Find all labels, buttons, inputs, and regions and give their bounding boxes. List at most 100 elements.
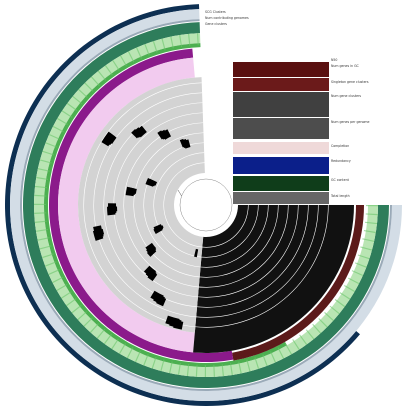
tick (238, 361, 242, 374)
tick (104, 65, 113, 76)
cluster-block (143, 265, 157, 278)
tick (262, 354, 268, 367)
tick (61, 291, 72, 299)
tick (143, 353, 149, 366)
tick (126, 347, 134, 359)
tick (37, 237, 50, 241)
layer-label: Singleton gene clusters (331, 80, 369, 84)
tick (348, 277, 360, 285)
layer-bar (233, 157, 329, 174)
layer-bar (233, 142, 329, 154)
tick (357, 254, 370, 260)
tick (57, 117, 68, 125)
tick (84, 82, 94, 92)
layer-bar (233, 78, 329, 91)
tick (34, 203, 47, 205)
tick (134, 350, 141, 363)
tick (170, 36, 174, 49)
tick (305, 329, 315, 340)
tick (360, 246, 373, 251)
tick (161, 38, 166, 51)
tick (169, 361, 173, 374)
layer-label: Num gene clusters (331, 94, 361, 98)
tick (229, 363, 233, 376)
tick (42, 150, 55, 156)
tick (329, 305, 340, 315)
tick (179, 34, 183, 47)
tick (78, 89, 88, 98)
cluster-block (150, 290, 164, 303)
tick (221, 364, 224, 377)
tick (103, 333, 112, 345)
tick (66, 102, 78, 111)
tick (354, 262, 367, 268)
layer-label: Total length (330, 194, 350, 198)
tick (246, 359, 251, 372)
tick (339, 292, 351, 300)
tick (285, 343, 292, 355)
rings (5, 4, 403, 407)
cluster-block (182, 139, 191, 149)
layer-label: GC content (331, 178, 350, 182)
tick (44, 261, 57, 267)
tick (97, 70, 107, 81)
tick (188, 33, 191, 46)
tick (111, 338, 119, 350)
tick (299, 334, 308, 345)
tick (42, 253, 54, 259)
cluster-block (155, 225, 164, 232)
genome-label: Gene clusters (205, 22, 227, 26)
layer-panel: Num genes in GC Singleton gene clusters Nu… (205, 10, 370, 204)
layer-label: N50 (331, 58, 337, 62)
tick (312, 323, 322, 334)
tick (204, 364, 206, 377)
tick (213, 364, 216, 377)
layer-bar (233, 176, 329, 191)
tick (90, 76, 100, 87)
cluster-block (135, 125, 147, 138)
dendrogram (177, 178, 233, 232)
cluster-block (127, 187, 137, 194)
tick (96, 328, 106, 339)
tick (77, 311, 88, 321)
layer-bar (233, 62, 329, 77)
tick (52, 276, 64, 284)
layer-bar (233, 118, 329, 139)
tick (35, 228, 48, 232)
tick (151, 356, 157, 369)
tick (177, 362, 181, 375)
tick (39, 245, 52, 250)
tick (71, 304, 82, 314)
cluster-block (105, 132, 117, 145)
tick (186, 364, 190, 377)
tick (254, 357, 260, 369)
tick (83, 317, 93, 327)
layer-label: Num genes per genome (331, 120, 370, 124)
ring (5, 4, 360, 407)
tick (277, 347, 285, 359)
ring (232, 205, 364, 361)
tick (120, 55, 127, 67)
layer-bar (233, 192, 329, 204)
tick (144, 43, 150, 56)
tick (61, 110, 73, 118)
cluster-block (109, 206, 118, 212)
tick (324, 312, 334, 321)
tick (365, 221, 378, 225)
tick (39, 159, 52, 164)
layer-label: Redundancy (331, 159, 351, 163)
center (179, 178, 233, 232)
tick (365, 205, 378, 207)
tick (334, 299, 346, 308)
genome-label: SCG Clusters (205, 10, 226, 14)
tick (34, 185, 47, 189)
tick (292, 339, 300, 350)
tick (160, 359, 165, 372)
tick (90, 323, 99, 333)
cluster-block (160, 129, 172, 140)
tick (196, 33, 199, 46)
tick (34, 212, 47, 215)
layer-label: Completion (331, 144, 349, 148)
tick (72, 95, 83, 105)
